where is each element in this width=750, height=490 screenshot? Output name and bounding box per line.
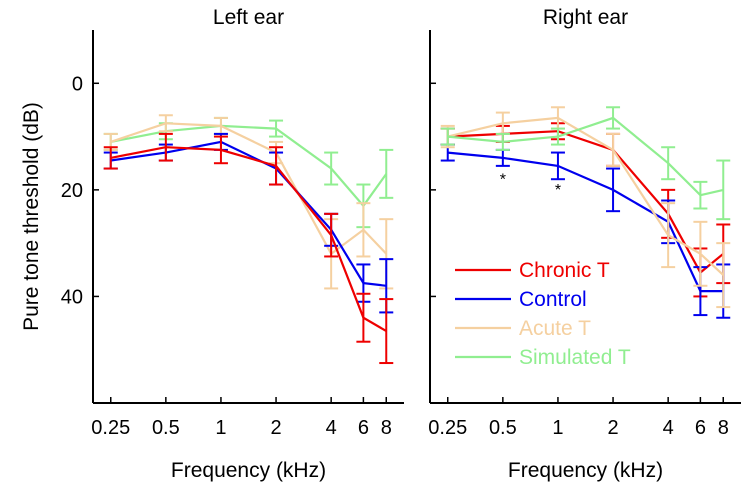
x-tick-label: 6 [358, 417, 369, 439]
error-bar [324, 151, 339, 186]
x-tick-label: 8 [718, 417, 729, 439]
error-bar [379, 298, 394, 365]
right-ear-panel: Right ear 0.25 0.5 1 2 4 6 8 Frequency (kHz) * * Ch… [428, 6, 741, 482]
series-line [110, 122, 388, 256]
x-tick-label: 4 [326, 417, 337, 439]
error-bar [716, 242, 731, 309]
error-bar [324, 212, 339, 258]
y-tick-label: 0 [72, 73, 83, 95]
x-tick-label: 1 [215, 417, 226, 439]
error-bar [661, 146, 676, 181]
error-bar [379, 148, 394, 199]
error-bar [158, 114, 173, 133]
error-bar [103, 146, 118, 170]
error-bar [606, 132, 621, 167]
error-bar [716, 159, 731, 221]
error-bar [269, 146, 284, 186]
error-bar [440, 127, 455, 146]
error-bar [550, 127, 565, 146]
error-bar [213, 135, 228, 165]
x-tick-label: 1 [552, 417, 563, 439]
legend-label-chronic-t: Chronic T [519, 259, 610, 282]
x-tick-label: 2 [607, 417, 618, 439]
legend: Chronic T Control Acute T Simulated T [455, 259, 631, 369]
error-bar [606, 167, 621, 213]
error-bar [606, 106, 621, 130]
error-bar [356, 292, 371, 343]
left-ear-panel: Left ear 0.25 0.5 1 2 4 6 8 0 20 40 Frequency (kHz)… [20, 6, 404, 482]
x-tick-label: 6 [695, 417, 706, 439]
error-bar [693, 220, 708, 287]
error-bar [550, 151, 565, 181]
error-bar [693, 180, 708, 210]
x-tick-label: 2 [270, 417, 281, 439]
series-line [110, 146, 387, 333]
x-tick-label: 4 [663, 417, 674, 439]
series-simulated-t [103, 116, 394, 229]
y-axis-label: Pure tone threshold (dB) [20, 102, 43, 331]
x-tick-label: 0.5 [489, 417, 517, 439]
error-bar [661, 202, 676, 269]
error-bar [158, 132, 173, 162]
legend-label-acute-t: Acute T [519, 317, 591, 340]
x-tick-label: 8 [381, 417, 392, 439]
panel-title: Right ear [543, 6, 628, 29]
significance-marker: * [555, 182, 561, 199]
y-tick-label: 20 [61, 180, 83, 202]
x-tick-label: 0.25 [428, 417, 467, 439]
series-simulated-t [440, 106, 731, 221]
legend-label-simulated-t: Simulated T [519, 346, 631, 369]
x-tick-label: 0.25 [91, 417, 130, 439]
x-tick-label: 0.5 [152, 417, 180, 439]
panel-title: Left ear [213, 6, 284, 29]
error-bar [356, 202, 371, 258]
series-line [110, 124, 388, 208]
x-axis-label: Frequency (kHz) [508, 459, 663, 482]
y-tick-label: 40 [61, 286, 83, 308]
error-bar [495, 132, 510, 151]
error-bar [269, 119, 284, 138]
legend-label-control: Control [519, 288, 587, 311]
x-axis-label: Frequency (kHz) [171, 459, 326, 482]
significance-marker: * [500, 172, 506, 189]
series-chronic-t [103, 132, 394, 365]
series-line [110, 140, 387, 287]
